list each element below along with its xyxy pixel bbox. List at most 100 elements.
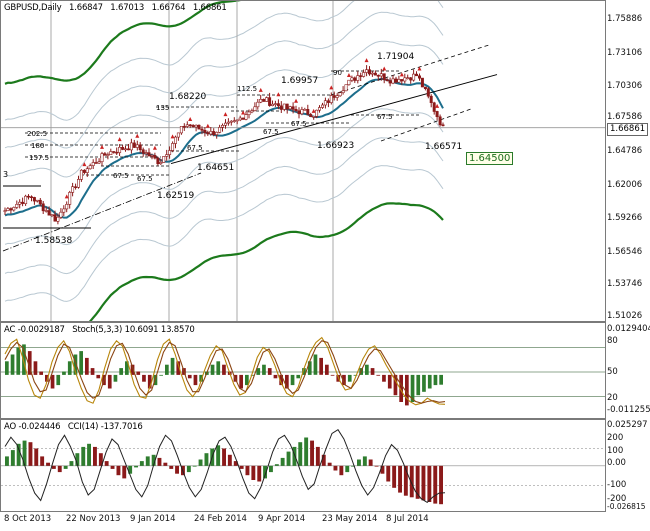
x-tick: 9 Jan 2014 [130,514,176,524]
ac-bar [273,374,278,379]
ao-bar [204,453,209,466]
candle-body [24,195,28,204]
candle-body [323,100,327,106]
cci-level-neg100: -100 [607,480,627,490]
level-label: 1.68220 [169,92,206,102]
candle-body [359,75,363,77]
ema-line [4,77,444,219]
candle-body [367,69,371,75]
x-tick: 23 May 2014 [322,514,378,524]
ao-bar [51,465,56,469]
candle-body [300,109,304,115]
fractal-up-marker [364,58,369,63]
current-price-label: 1.66861 [607,123,649,136]
ac-bar [165,364,169,375]
ao-zero: 0.00 [607,458,626,468]
ac-bar [56,374,61,386]
candle-body [306,109,310,115]
candle-body [353,77,357,81]
level-label: 1.62519 [157,191,194,201]
ao-bar [151,454,156,466]
ac-bar [125,361,129,375]
y-tick: 1.59266 [607,213,643,223]
candle-body [218,127,222,133]
candle-body [291,106,295,110]
candle-body [138,144,142,151]
price-chart-pane[interactable]: 1.58538 1.62519 1.64651 1.66923 1.68220 1.699… [0,0,606,322]
ao-bar [104,461,109,466]
ac-bar [410,374,415,402]
candle-body [124,148,128,151]
fib-level-label: 67.5 [113,172,129,180]
cci-value: CCI(14) -137.7016 [67,422,143,432]
candle-body [385,79,389,81]
ao-bar [357,459,361,466]
fractal-up-marker [276,92,281,97]
ac-bar [216,361,221,375]
ao-bar [345,465,350,473]
ac-bar [22,344,26,375]
ao-bar [403,465,408,496]
ac-bar [67,361,72,375]
ao-bar [222,448,226,466]
candle-body [112,151,116,153]
candle-body [441,124,445,127]
candle-body [285,103,289,110]
candle-body [203,130,207,134]
candle-body [18,201,22,205]
ac-bar [393,374,398,396]
ao-bar [239,465,244,469]
candle-body [294,109,298,112]
y-tick: 1.62006 [607,180,643,190]
ao-bar [251,465,256,480]
candle-body [97,161,101,164]
candle-body [200,128,204,131]
fib-level-label: 157.5 [29,154,49,162]
ao-bar [81,446,86,466]
fractal-up-marker [311,108,316,113]
ao-bar [339,465,344,476]
ac-bar [330,374,335,376]
ao-bar [374,465,379,467]
ao-bar [415,465,420,499]
level-label: 1.69957 [281,76,318,86]
ac-bar [199,374,203,382]
ac-bar [159,374,163,376]
candle-body [438,116,442,126]
cci-level-neg200: -200 [607,494,627,504]
ao-bar [280,457,285,466]
ac-stoch-pane[interactable]: AC -0.0029187 Stoch(5,3,3) 10.6091 13.85… [0,322,606,419]
candle-body [429,95,433,103]
ao-bar [333,465,338,471]
candle-body [426,88,430,97]
candle-body [21,201,25,204]
candle-body [279,105,283,110]
fib-level-label: 67.5 [377,113,393,121]
candle-body [250,110,254,113]
ao-cci-pane[interactable]: AO -0.024446 CCI(14) -137.7016 [0,419,606,512]
ac-value: AC -0.0029187 [4,325,65,335]
cci-level-100: 100 [607,446,624,456]
ac-bar [290,374,295,386]
y-tick: 1.70306 [607,81,643,91]
ac-stoch-header: AC -0.0029187 Stoch(5,3,3) 10.6091 13.85… [4,325,200,335]
candle-body [88,165,92,170]
candle-body [118,147,122,153]
fractal-up-marker [329,85,334,90]
y-tick: 1.64786 [607,146,643,156]
ao-bar [421,465,426,501]
ao-bar [257,465,262,482]
ao-cci-svg [1,429,605,505]
candle-body [62,208,66,213]
candle-body [373,72,377,76]
candle-body [394,78,398,83]
ac-bar [427,374,432,389]
fractal-up-marker [82,162,87,167]
channel-line-lower [380,108,472,142]
ao-bar [63,465,68,469]
candle-body [317,107,321,111]
ao-bar [186,465,191,473]
candle-body [400,79,404,82]
candle-body [32,197,36,202]
candle-body [3,210,7,212]
